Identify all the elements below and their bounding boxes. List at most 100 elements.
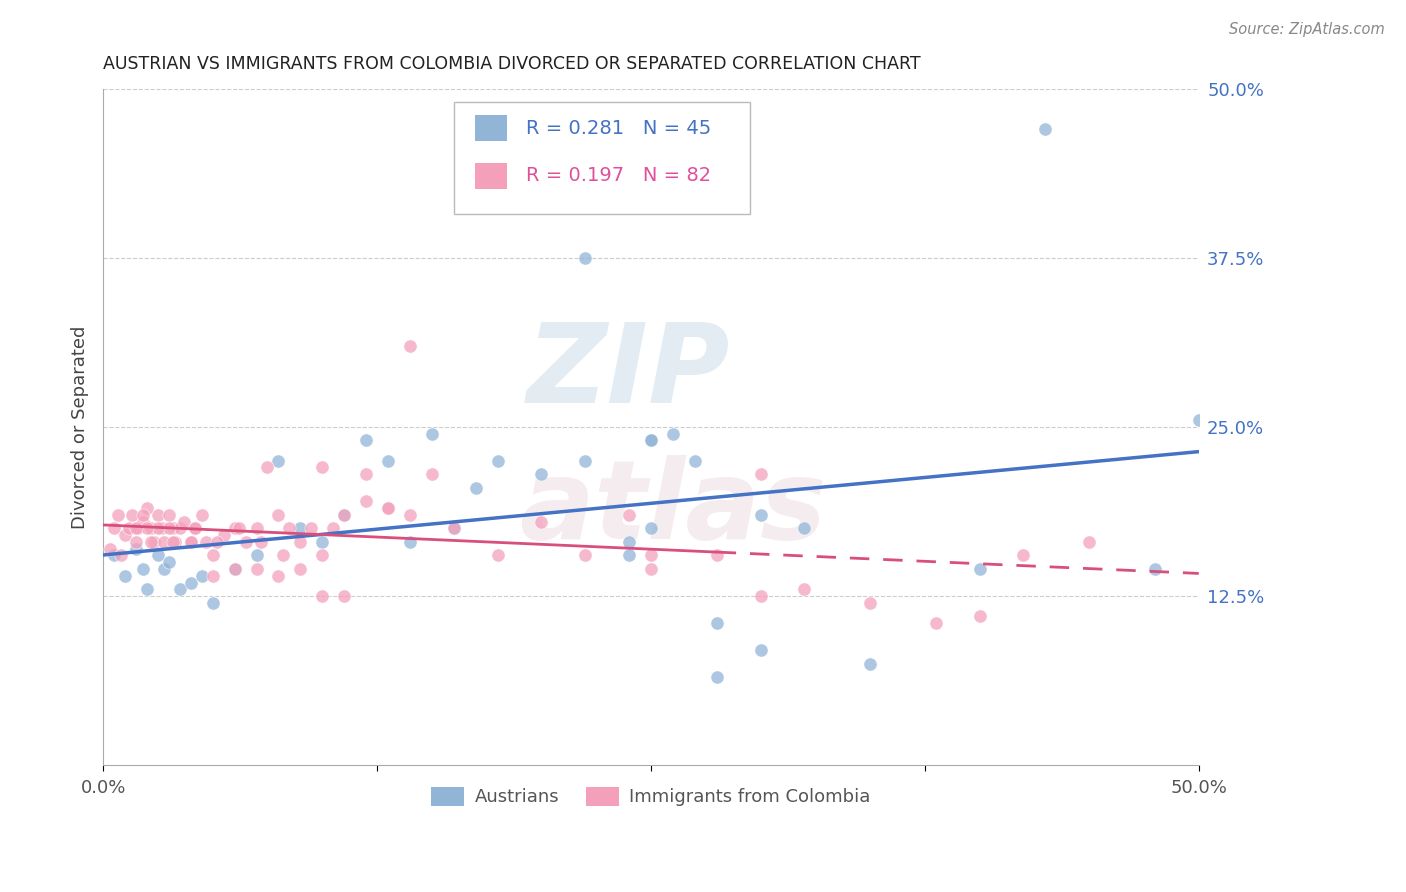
Point — [169, 521, 191, 535]
Point — [749, 589, 772, 603]
Point — [205, 535, 228, 549]
FancyBboxPatch shape — [475, 115, 508, 141]
Point — [180, 535, 202, 549]
Point — [574, 251, 596, 265]
Point — [141, 521, 163, 535]
Point — [333, 589, 356, 603]
Point — [1012, 549, 1035, 563]
Point — [574, 549, 596, 563]
Point — [125, 541, 148, 556]
Point — [98, 541, 121, 556]
Point — [640, 521, 662, 535]
Point — [180, 575, 202, 590]
Point — [201, 568, 224, 582]
Point — [333, 508, 356, 522]
Point — [377, 501, 399, 516]
Point — [278, 521, 301, 535]
Point — [377, 454, 399, 468]
FancyBboxPatch shape — [475, 162, 508, 189]
Point — [290, 521, 312, 535]
Point — [662, 426, 685, 441]
Point — [1035, 122, 1057, 136]
Point — [749, 467, 772, 482]
Point — [136, 501, 159, 516]
Point — [706, 549, 728, 563]
Point — [640, 549, 662, 563]
Point — [640, 434, 662, 448]
Point — [141, 535, 163, 549]
Point — [224, 562, 246, 576]
Point — [107, 508, 129, 522]
Point — [142, 535, 165, 549]
Point — [333, 508, 356, 522]
Point — [235, 535, 257, 549]
Point — [290, 535, 312, 549]
Point — [162, 521, 184, 535]
Point — [969, 562, 991, 576]
Point — [157, 555, 180, 569]
Text: atlas: atlas — [519, 455, 827, 562]
Text: AUSTRIAN VS IMMIGRANTS FROM COLOMBIA DIVORCED OR SEPARATED CORRELATION CHART: AUSTRIAN VS IMMIGRANTS FROM COLOMBIA DIV… — [103, 55, 921, 73]
Y-axis label: Divorced or Separated: Divorced or Separated — [72, 326, 89, 529]
Point — [617, 549, 640, 563]
Point — [399, 508, 422, 522]
Point — [420, 426, 443, 441]
Point — [110, 549, 132, 563]
Point — [245, 521, 267, 535]
Point — [859, 596, 882, 610]
Point — [201, 596, 224, 610]
Point — [267, 508, 290, 522]
Point — [859, 657, 882, 671]
Point — [1078, 535, 1101, 549]
Point — [420, 467, 443, 482]
Point — [250, 535, 273, 549]
Point — [640, 434, 662, 448]
Point — [322, 521, 344, 535]
Point — [173, 515, 195, 529]
Point — [530, 515, 553, 529]
Point — [267, 568, 290, 582]
Point — [793, 521, 815, 535]
Text: R = 0.281   N = 45: R = 0.281 N = 45 — [526, 119, 711, 138]
Point — [153, 562, 176, 576]
Point — [162, 535, 184, 549]
Point — [103, 549, 125, 563]
Point — [150, 521, 173, 535]
Point — [114, 568, 136, 582]
Point — [165, 535, 187, 549]
Point — [131, 515, 153, 529]
Point — [290, 562, 312, 576]
Point — [617, 508, 640, 522]
Point — [125, 521, 148, 535]
Point — [136, 521, 159, 535]
Point — [464, 481, 486, 495]
Point — [125, 535, 148, 549]
Point — [131, 508, 153, 522]
Text: R = 0.197   N = 82: R = 0.197 N = 82 — [526, 166, 711, 186]
Point — [969, 609, 991, 624]
Point — [299, 521, 322, 535]
Point — [169, 582, 191, 597]
Point — [146, 549, 169, 563]
Point — [706, 616, 728, 631]
Point — [311, 535, 333, 549]
Point — [157, 521, 180, 535]
Point — [146, 508, 169, 522]
Point — [180, 535, 202, 549]
Point — [530, 467, 553, 482]
Point — [354, 467, 377, 482]
Point — [228, 521, 250, 535]
Point — [443, 521, 465, 535]
Point — [354, 494, 377, 508]
Point — [114, 528, 136, 542]
Point — [311, 549, 333, 563]
Point — [1188, 413, 1211, 427]
Point — [256, 460, 278, 475]
Point — [267, 454, 290, 468]
Legend: Austrians, Immigrants from Colombia: Austrians, Immigrants from Colombia — [423, 780, 877, 814]
Point — [683, 454, 706, 468]
Point — [127, 521, 149, 535]
Point — [749, 643, 772, 657]
Point — [399, 339, 422, 353]
Point — [184, 521, 207, 535]
